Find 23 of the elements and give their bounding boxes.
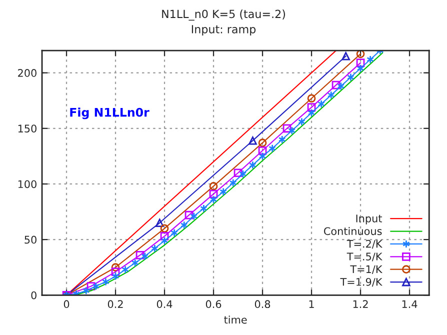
y-tick-label: 50 xyxy=(24,236,36,244)
legend-label: T=.2/K xyxy=(346,240,382,249)
chart-title: N1LL_n0 K=5 (tau=.2) xyxy=(162,10,286,21)
legend-label: Input xyxy=(356,214,382,224)
y-tick-label: 100 xyxy=(18,180,36,188)
x-axis-title: time xyxy=(224,316,247,324)
chart-subtitle: Input: ramp xyxy=(192,25,256,36)
legend-label: T=1.9/K xyxy=(340,278,382,287)
x-tick-label: 1 xyxy=(309,300,314,308)
x-tick-label: 0 xyxy=(64,300,70,308)
x-tick-label: 1.4 xyxy=(402,300,418,308)
y-tick-label: 200 xyxy=(18,69,36,77)
x-tick-label: 0.8 xyxy=(254,300,270,308)
legend-label: Continuous xyxy=(324,227,382,236)
y-tick-label: 150 xyxy=(18,124,36,132)
x-tick-label: 0.4 xyxy=(156,300,172,308)
x-tick-label: 0.2 xyxy=(108,300,123,308)
annotation: Fig N1LLn0r xyxy=(70,108,150,120)
x-tick-label: 0.6 xyxy=(206,300,222,308)
y-tick-label: 0 xyxy=(31,291,36,300)
legend-label: T=1/K xyxy=(350,265,382,274)
legend-label: T=.5/K xyxy=(346,252,382,262)
x-tick-label: 1.2 xyxy=(353,300,368,308)
